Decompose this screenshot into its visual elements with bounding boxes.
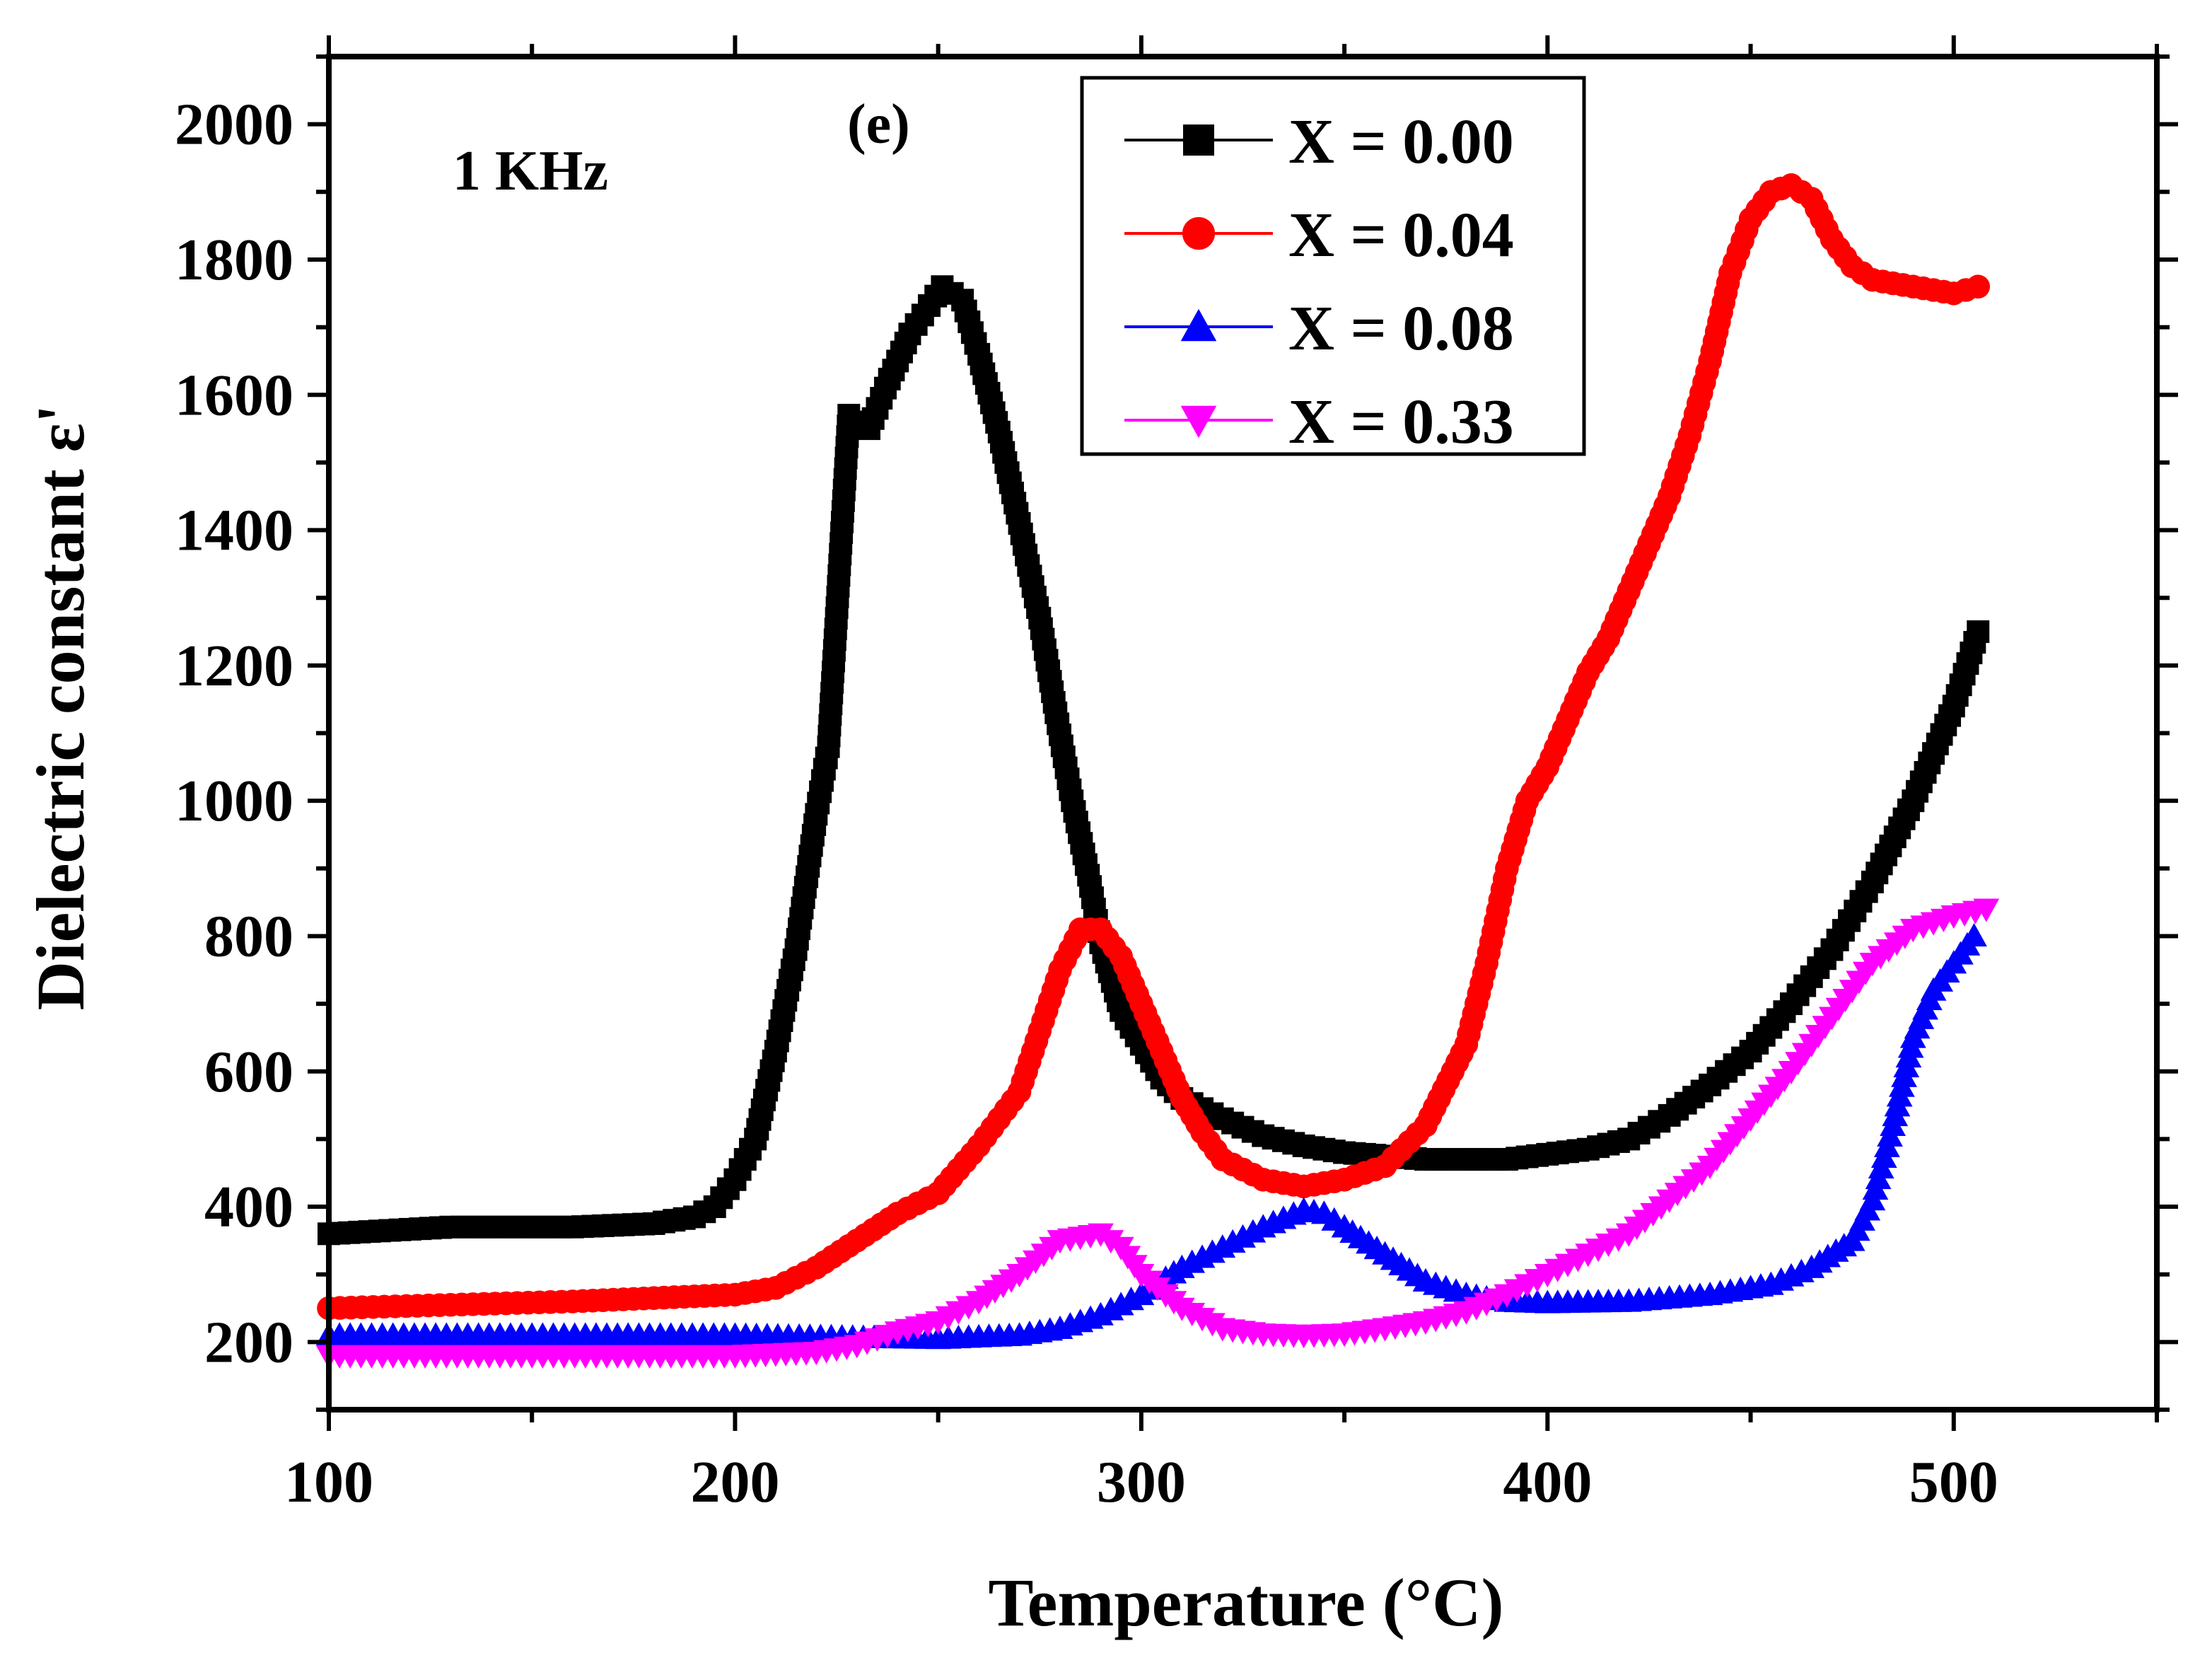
- y-tick-label: 400: [204, 1174, 293, 1240]
- panel-label: (e): [847, 93, 910, 156]
- legend-label-2: X = 0.08: [1288, 294, 1514, 364]
- axes-layer: 100 200 300 400 500 200 400 600 800 1000 1200 1400 1…: [175, 35, 2178, 1515]
- y-axis-title: Dielectric constant ε': [23, 405, 98, 1011]
- y-tick-label: 600: [204, 1039, 293, 1105]
- y-tick-label: 2000: [175, 92, 293, 158]
- y-tick-label: 1000: [175, 768, 293, 834]
- y-tick-label: 1400: [175, 498, 293, 564]
- legend-label-0: X = 0.00: [1288, 107, 1514, 177]
- legend-item-2: X = 0.08: [1124, 294, 1514, 364]
- x-tick-label: 500: [1909, 1449, 1998, 1515]
- x-tick-label: 300: [1097, 1449, 1186, 1515]
- series-1: [317, 173, 1991, 1321]
- legend: X = 0.00 X = 0.04 X = 0.08 X = 0.33: [1080, 76, 1586, 457]
- y-tick-label: 1600: [175, 362, 293, 428]
- x-tick-label: 200: [690, 1449, 779, 1515]
- y-tick-label: 1200: [175, 633, 293, 699]
- legend-item-1: X = 0.04: [1124, 200, 1514, 270]
- x-tick-label: 400: [1503, 1449, 1592, 1515]
- series-layer: [315, 173, 2000, 1369]
- series-3-point: [1973, 898, 2000, 922]
- series-0: [318, 275, 1990, 1246]
- frequency-annotation: 1 KHz: [453, 140, 608, 202]
- series-2-point: [1961, 923, 1987, 947]
- y-tick-label: 800: [204, 903, 293, 969]
- x-tick-label: 100: [284, 1449, 373, 1515]
- y-tick-label: 1800: [175, 227, 293, 293]
- legend-label-1: X = 0.04: [1288, 200, 1514, 270]
- legend-item-0: X = 0.00: [1124, 107, 1514, 177]
- series-0-point: [1967, 620, 1990, 644]
- legend-marker-3: [1180, 405, 1217, 439]
- legend-marker-2: [1180, 308, 1217, 342]
- legend-label-3: X = 0.33: [1288, 387, 1514, 457]
- legend-marker-0: [1183, 124, 1214, 156]
- series-1-point: [1966, 274, 1991, 299]
- x-axis-title: Temperature (°C): [989, 1565, 1504, 1640]
- y-tick-label: 200: [204, 1309, 293, 1375]
- legend-marker-1: [1182, 216, 1216, 250]
- series-3: [315, 898, 2000, 1369]
- legend-item-3: X = 0.33: [1124, 387, 1514, 457]
